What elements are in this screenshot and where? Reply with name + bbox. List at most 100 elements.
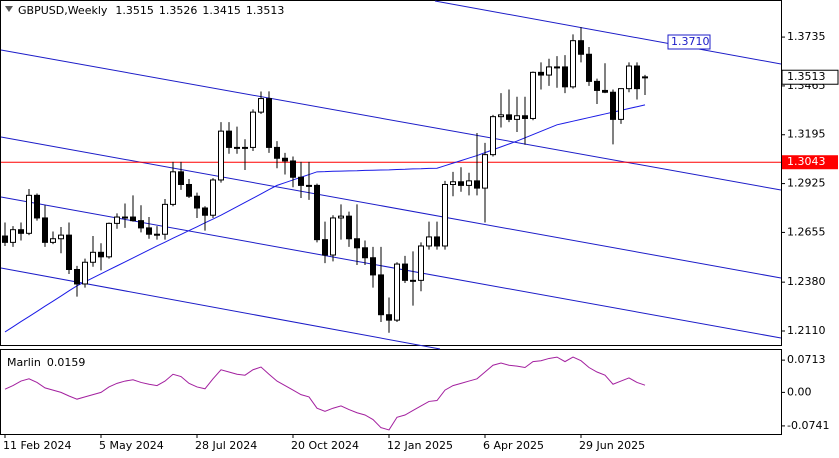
y-tick-label: 1.2655 xyxy=(787,225,826,238)
candle-body xyxy=(26,194,32,234)
candle-body xyxy=(602,89,608,93)
candle-body xyxy=(498,114,504,118)
y-tick-label: 1.2380 xyxy=(787,275,826,288)
candle-body xyxy=(154,233,160,236)
candle-body xyxy=(146,227,152,235)
candle-body xyxy=(106,222,112,258)
candle-body xyxy=(466,180,472,186)
candle-body xyxy=(138,220,144,229)
candle-body xyxy=(258,98,264,113)
candle-body xyxy=(170,171,176,205)
candle-body xyxy=(578,40,584,55)
indicator-title: Marlin xyxy=(7,356,41,369)
candle-body xyxy=(514,115,520,120)
y-tick-label: -0.0741 xyxy=(787,419,829,432)
candle-body xyxy=(594,80,600,91)
candle-body xyxy=(210,179,216,216)
candle-body xyxy=(618,88,624,120)
y-tick-label: 1.3195 xyxy=(787,128,826,141)
candle-body xyxy=(274,146,280,159)
candle-body xyxy=(370,257,376,276)
candle-body xyxy=(506,114,512,120)
candle-body xyxy=(570,40,576,88)
x-tick-label: 5 May 2024 xyxy=(99,439,164,452)
candle-body xyxy=(42,217,48,243)
candle-body xyxy=(226,130,232,148)
candle-body xyxy=(234,146,240,149)
candle-body xyxy=(522,115,528,119)
candle-body xyxy=(58,234,64,240)
candle-body xyxy=(330,217,336,256)
candle-body xyxy=(394,263,400,321)
candle-body xyxy=(130,216,136,222)
y-tick-label: 1.3735 xyxy=(787,30,826,43)
candle-body xyxy=(450,181,456,185)
candle-body xyxy=(626,65,632,90)
candle-body xyxy=(202,207,208,216)
candle-body xyxy=(114,216,120,224)
x-tick-label: 29 Jun 2025 xyxy=(579,439,645,452)
candle-body xyxy=(490,116,496,156)
indicator-plot-frame xyxy=(0,349,782,435)
candle-body xyxy=(66,234,72,270)
candle-body xyxy=(546,66,552,76)
indicator-line xyxy=(4,356,646,431)
candle-body xyxy=(306,184,312,187)
candle-body xyxy=(562,66,568,88)
candle-body xyxy=(538,71,544,76)
x-tick-label: 20 Oct 2024 xyxy=(291,439,359,452)
channel-line xyxy=(434,0,782,65)
symbol-icon xyxy=(5,6,13,12)
candle-body xyxy=(322,239,328,256)
chart-title: GBPUSD,Weekly xyxy=(18,4,108,17)
candle-body xyxy=(378,274,384,316)
candle-body xyxy=(250,111,256,148)
candle-body xyxy=(338,215,344,219)
chart-header: GBPUSD,Weekly 1.3515 1.3526 1.3415 1.3513 xyxy=(18,4,284,17)
candle-body xyxy=(410,279,416,282)
channel-line xyxy=(0,49,782,191)
candle-body xyxy=(354,238,360,249)
price-tag-label: 1.3710 xyxy=(671,35,710,48)
x-tick-label: 28 Jul 2024 xyxy=(195,439,257,452)
candle-body xyxy=(386,314,392,321)
candle-body xyxy=(434,236,440,247)
candle-body xyxy=(314,184,320,241)
current-price-box xyxy=(781,69,839,85)
channel-line xyxy=(0,136,782,279)
candle-body xyxy=(218,130,224,181)
y-tick-label: 1.2110 xyxy=(787,324,826,337)
current-price-label: 1.3513 xyxy=(787,70,826,83)
candle-body xyxy=(122,216,128,219)
candle-body xyxy=(282,157,288,162)
candle-body xyxy=(10,229,16,243)
candle-body xyxy=(50,238,56,243)
candle-body xyxy=(34,194,40,219)
candle-body xyxy=(458,181,464,186)
candle-body xyxy=(530,71,536,119)
candle-body xyxy=(98,251,104,258)
candle-body xyxy=(634,65,640,90)
candle-body xyxy=(74,268,80,285)
candle-body xyxy=(290,160,296,178)
candle-body xyxy=(266,98,272,148)
candle-body xyxy=(586,53,592,82)
candle-body xyxy=(2,235,8,243)
candle-body xyxy=(482,154,488,189)
level-tag xyxy=(782,155,838,170)
candle-body xyxy=(610,91,616,120)
candle-body xyxy=(642,76,648,79)
y-tick-label: 0.0713 xyxy=(787,353,826,366)
candle-body xyxy=(426,236,432,247)
candle-body xyxy=(402,263,408,281)
candle-body xyxy=(242,146,248,149)
indicator-header: Marlin 0.0159 xyxy=(7,356,85,369)
header-close: 1.3513 xyxy=(246,4,285,17)
candle-body xyxy=(194,195,200,209)
candle-body xyxy=(298,176,304,186)
header-low: 1.3415 xyxy=(202,4,241,17)
candle-body xyxy=(82,261,88,285)
candle-body xyxy=(418,245,424,281)
x-tick-label: 12 Jan 2025 xyxy=(387,439,453,452)
